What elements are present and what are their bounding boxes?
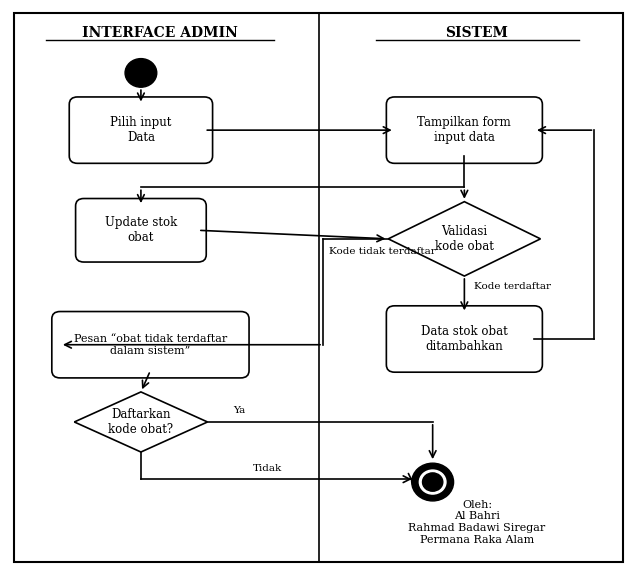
Text: Tampilkan form
input data: Tampilkan form input data <box>417 116 512 144</box>
Text: Kode tidak terdaftar: Kode tidak terdaftar <box>329 247 436 256</box>
Text: Data stok obat
ditambahkan: Data stok obat ditambahkan <box>421 325 508 353</box>
FancyBboxPatch shape <box>387 306 542 372</box>
Text: Kode terdaftar: Kode terdaftar <box>474 282 551 291</box>
FancyBboxPatch shape <box>76 198 206 262</box>
FancyBboxPatch shape <box>52 312 249 378</box>
Circle shape <box>419 470 446 494</box>
Text: INTERFACE ADMIN: INTERFACE ADMIN <box>82 26 238 40</box>
Text: Oleh:
Al Bahri
Rahmad Badawi Siregar
Permana Raka Alam: Oleh: Al Bahri Rahmad Badawi Siregar Per… <box>408 500 546 545</box>
Text: Daftarkan
kode obat?: Daftarkan kode obat? <box>108 408 173 436</box>
FancyBboxPatch shape <box>387 97 542 163</box>
FancyBboxPatch shape <box>69 97 213 163</box>
Text: Pilih input
Data: Pilih input Data <box>110 116 171 144</box>
Polygon shape <box>75 392 208 452</box>
Circle shape <box>125 59 157 87</box>
Polygon shape <box>389 202 540 276</box>
Text: SISTEM: SISTEM <box>446 26 508 40</box>
Text: Validasi
kode obat: Validasi kode obat <box>435 225 494 253</box>
Text: Tidak: Tidak <box>253 465 282 473</box>
Text: Update stok
obat: Update stok obat <box>105 216 177 244</box>
Text: Ya: Ya <box>233 406 245 415</box>
Circle shape <box>412 463 454 501</box>
Text: Pesan “obat tidak terdaftar
dalam sistem”: Pesan “obat tidak terdaftar dalam sistem… <box>74 334 227 355</box>
Circle shape <box>422 473 443 491</box>
